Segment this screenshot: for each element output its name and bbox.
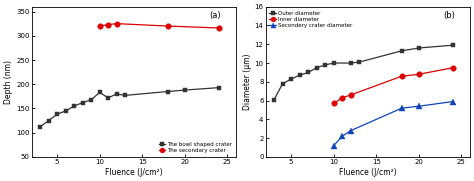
Outer diameter — [314, 67, 319, 69]
Legend: The bowl shaped crater, The secondary crater: The bowl shaped crater, The secondary cr… — [157, 141, 233, 154]
Outer diameter — [305, 71, 311, 73]
Line: The secondary crater: The secondary crater — [97, 21, 221, 31]
X-axis label: Fluence (J/cm²): Fluence (J/cm²) — [339, 168, 397, 177]
Outer diameter — [322, 64, 328, 66]
The bowl shaped crater — [54, 113, 60, 115]
Line: Secondery crater diameter: Secondery crater diameter — [331, 99, 456, 148]
The bowl shaped crater — [80, 102, 85, 104]
Inner diameter — [339, 97, 345, 99]
The bowl shaped crater — [97, 91, 102, 94]
The bowl shaped crater — [46, 119, 51, 122]
X-axis label: Fluence (J/cm²): Fluence (J/cm²) — [105, 168, 163, 177]
Outer diameter — [450, 44, 456, 46]
Outer diameter — [271, 99, 277, 101]
Secondery crater diameter — [339, 135, 345, 137]
The bowl shaped crater — [105, 97, 111, 99]
The secondary crater — [97, 25, 102, 27]
Y-axis label: Diameter (μm): Diameter (μm) — [243, 54, 252, 110]
Secondery crater diameter — [348, 130, 354, 132]
The bowl shaped crater — [114, 93, 119, 95]
The bowl shaped crater — [63, 110, 68, 112]
The secondary crater — [165, 25, 171, 27]
Line: The bowl shaped crater: The bowl shaped crater — [38, 85, 221, 129]
Line: Outer diameter: Outer diameter — [272, 43, 455, 102]
Outer diameter — [331, 62, 337, 64]
Text: (a): (a) — [209, 11, 221, 20]
Inner diameter — [399, 75, 405, 77]
The bowl shaped crater — [37, 126, 43, 128]
Inner diameter — [416, 73, 421, 75]
The bowl shaped crater — [182, 89, 188, 91]
Outer diameter — [297, 74, 302, 76]
The bowl shaped crater — [71, 105, 77, 107]
Legend: Outer diameter, Inner diameter, Secondery crater diameter: Outer diameter, Inner diameter, Seconder… — [268, 9, 353, 29]
The secondary crater — [114, 23, 119, 25]
Secondery crater diameter — [450, 100, 456, 103]
Secondery crater diameter — [416, 105, 421, 107]
Y-axis label: Depth (nm): Depth (nm) — [4, 60, 13, 104]
Secondery crater diameter — [399, 107, 405, 109]
Outer diameter — [348, 62, 354, 64]
Outer diameter — [288, 78, 294, 80]
The bowl shaped crater — [165, 90, 171, 93]
Inner diameter — [450, 67, 456, 69]
The secondary crater — [105, 24, 111, 26]
The bowl shaped crater — [122, 94, 128, 96]
The secondary crater — [216, 27, 222, 29]
Outer diameter — [356, 61, 362, 63]
Secondery crater diameter — [331, 145, 337, 147]
Outer diameter — [416, 47, 421, 49]
Outer diameter — [399, 50, 405, 52]
Text: (b): (b) — [443, 11, 455, 20]
Line: Inner diameter: Inner diameter — [331, 65, 456, 106]
The bowl shaped crater — [216, 87, 222, 89]
Inner diameter — [348, 94, 354, 96]
Inner diameter — [331, 102, 337, 104]
Outer diameter — [280, 83, 285, 85]
The bowl shaped crater — [88, 99, 94, 101]
